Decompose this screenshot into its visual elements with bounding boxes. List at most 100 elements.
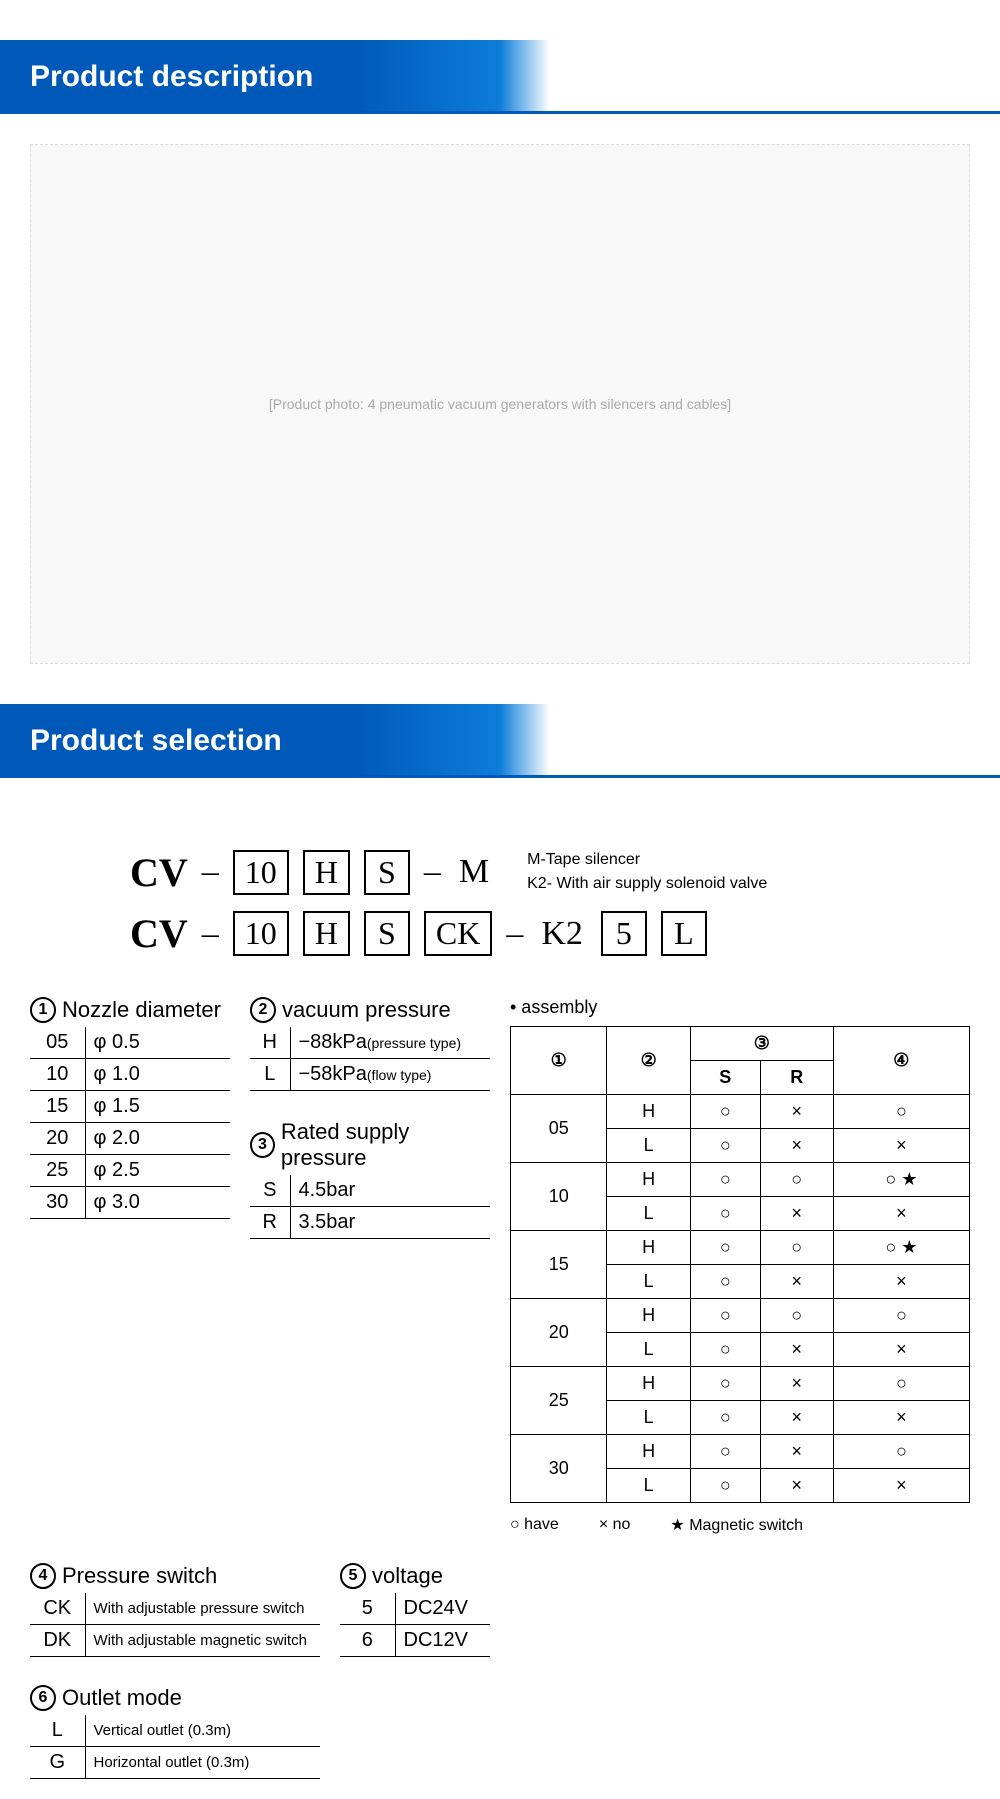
cell: 20 — [511, 1299, 607, 1367]
cell: φ 3.0 — [85, 1187, 230, 1219]
cell: ○ — [690, 1095, 760, 1129]
cell: 10 — [511, 1163, 607, 1231]
cell: × — [760, 1265, 833, 1299]
cell: 5 — [340, 1593, 395, 1625]
circled-num: 1 — [30, 997, 56, 1023]
cell: ○ ★ — [833, 1231, 969, 1265]
cell: H — [607, 1367, 690, 1401]
table-row: 05H○×○ — [511, 1095, 970, 1129]
cell: 30 — [30, 1187, 85, 1219]
cell: φ 2.5 — [85, 1155, 230, 1187]
col-header: ① — [511, 1027, 607, 1095]
row-bottom: 4Pressure switch CKWith adjustable press… — [30, 1563, 970, 1657]
dash: – — [424, 853, 441, 891]
cell: × — [760, 1333, 833, 1367]
cell: ○ ★ — [833, 1163, 969, 1197]
circled-num: 6 — [30, 1685, 56, 1711]
tables-grid: 1Nozzle diameter 05φ 0.510φ 1.015φ 1.520… — [30, 997, 970, 1535]
cell: H — [250, 1027, 290, 1059]
cell: ○ — [833, 1299, 969, 1333]
cell: Vertical outlet (0.3m) — [85, 1715, 320, 1747]
cell: 15 — [511, 1231, 607, 1299]
cell: ○ — [833, 1367, 969, 1401]
cell: CK — [30, 1593, 85, 1625]
table-row: H−88kPa(pressure type) — [250, 1027, 490, 1059]
cell: −88kPa(pressure type) — [290, 1027, 490, 1059]
code-box: 5 — [601, 911, 647, 956]
cell: L — [250, 1059, 290, 1091]
cell: × — [760, 1469, 833, 1503]
table-row: 6DC12V — [340, 1625, 490, 1657]
code-box: S — [364, 850, 410, 895]
cell: ○ — [760, 1163, 833, 1197]
cell: 20 — [30, 1123, 85, 1155]
cell: 4.5bar — [290, 1175, 490, 1207]
dash: – — [202, 853, 219, 891]
table-row: 30φ 3.0 — [30, 1187, 230, 1219]
assembly-table: ① ② ③ ④ S R 05H○×○L○××10H○○○ ★L○××15H○○○… — [510, 1026, 970, 1503]
cell: R — [250, 1207, 290, 1239]
code-line-1: CV – 10 H S – M M-Tape silencer K2- With… — [130, 848, 970, 896]
legend-no: × no — [599, 1515, 631, 1535]
cell: ○ — [690, 1231, 760, 1265]
cell: × — [833, 1265, 969, 1299]
cell: ○ — [690, 1129, 760, 1163]
table-row: 10φ 1.0 — [30, 1059, 230, 1091]
code-lines: CV – 10 H S – M M-Tape silencer K2- With… — [130, 848, 970, 957]
cell: L — [30, 1715, 85, 1747]
cell: φ 2.0 — [85, 1123, 230, 1155]
banner-description: Product description — [0, 40, 1000, 114]
cell: ○ — [833, 1095, 969, 1129]
code-box: L — [661, 911, 707, 956]
col-header: ④ — [833, 1027, 969, 1095]
cell: φ 0.5 — [85, 1027, 230, 1059]
cell: H — [607, 1299, 690, 1333]
col-header: S — [690, 1061, 760, 1095]
cell: L — [607, 1129, 690, 1163]
voltage-table: 5voltage 5DC24V6DC12V — [340, 1563, 490, 1657]
code-plain: M — [455, 853, 493, 891]
table-row: 10H○○○ ★ — [511, 1163, 970, 1197]
col-mid: 2vacuum pressure H−88kPa(pressure type)L… — [250, 997, 490, 1239]
cell: 25 — [511, 1367, 607, 1435]
outlet-table: 6Outlet mode LVertical outlet (0.3m)GHor… — [30, 1685, 320, 1779]
cell: × — [760, 1095, 833, 1129]
rated-table: 3Rated supply pressure S4.5barR3.5bar — [250, 1119, 490, 1239]
legend-mag: ★ Magnetic switch — [670, 1515, 803, 1535]
banner-selection: Product selection — [0, 704, 1000, 778]
code-box: H — [303, 911, 350, 956]
cell: ○ — [690, 1367, 760, 1401]
assembly-area: • assembly ① ② ③ ④ S R 05H○×○L○××10H○○○ … — [510, 997, 970, 1535]
cell: ○ — [760, 1299, 833, 1333]
cell: 10 — [30, 1059, 85, 1091]
cell: L — [607, 1333, 690, 1367]
cell: × — [760, 1367, 833, 1401]
table-title: Rated supply pressure — [281, 1119, 490, 1171]
cell: × — [833, 1129, 969, 1163]
code-prefix: CV — [130, 910, 188, 957]
code-box: CK — [424, 911, 492, 956]
cell: × — [760, 1435, 833, 1469]
table-row: CKWith adjustable pressure switch — [30, 1593, 320, 1625]
circled-num: 4 — [30, 1563, 56, 1589]
cell: S — [250, 1175, 290, 1207]
table-row: 15H○○○ ★ — [511, 1231, 970, 1265]
cell: 05 — [511, 1095, 607, 1163]
cell: 30 — [511, 1435, 607, 1503]
code-plain: K2 — [537, 915, 587, 953]
table-row: DKWith adjustable magnetic switch — [30, 1625, 320, 1657]
circled-num: 3 — [250, 1132, 275, 1158]
code-box: H — [303, 850, 350, 895]
cell: −58kPa(flow type) — [290, 1059, 490, 1091]
cell: × — [833, 1469, 969, 1503]
cell: ○ — [690, 1265, 760, 1299]
table-title: voltage — [372, 1563, 443, 1589]
circled-num: 5 — [340, 1563, 366, 1589]
table-title: Nozzle diameter — [62, 997, 221, 1023]
col-header: ② — [607, 1027, 690, 1095]
cell: ○ — [690, 1435, 760, 1469]
cell: × — [833, 1333, 969, 1367]
cell: ○ — [760, 1231, 833, 1265]
legend-have: ○ have — [510, 1515, 559, 1535]
product-image-placeholder: [Product photo: 4 pneumatic vacuum gener… — [30, 144, 970, 664]
